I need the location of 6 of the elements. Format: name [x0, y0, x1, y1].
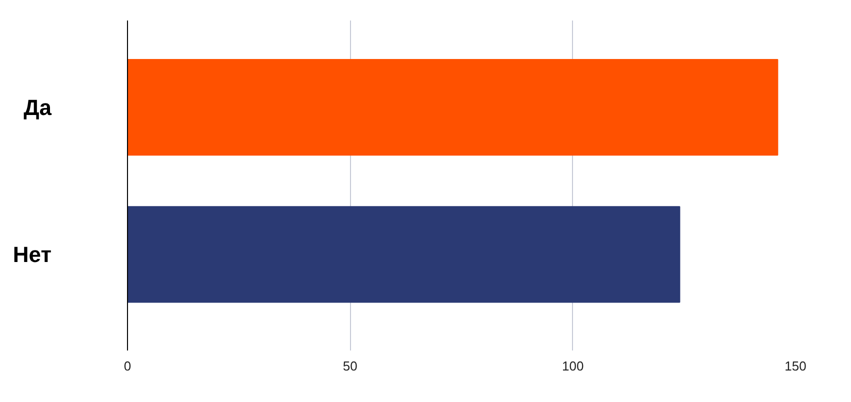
y-tick-label: Нет — [12, 242, 52, 267]
x-tick-label: 100 — [562, 358, 584, 374]
y-tick-label: Да — [24, 94, 52, 120]
x-tick-label: 150 — [784, 358, 806, 374]
x-tick-label: 0 — [124, 358, 132, 374]
x-tick-label: 50 — [342, 358, 358, 374]
